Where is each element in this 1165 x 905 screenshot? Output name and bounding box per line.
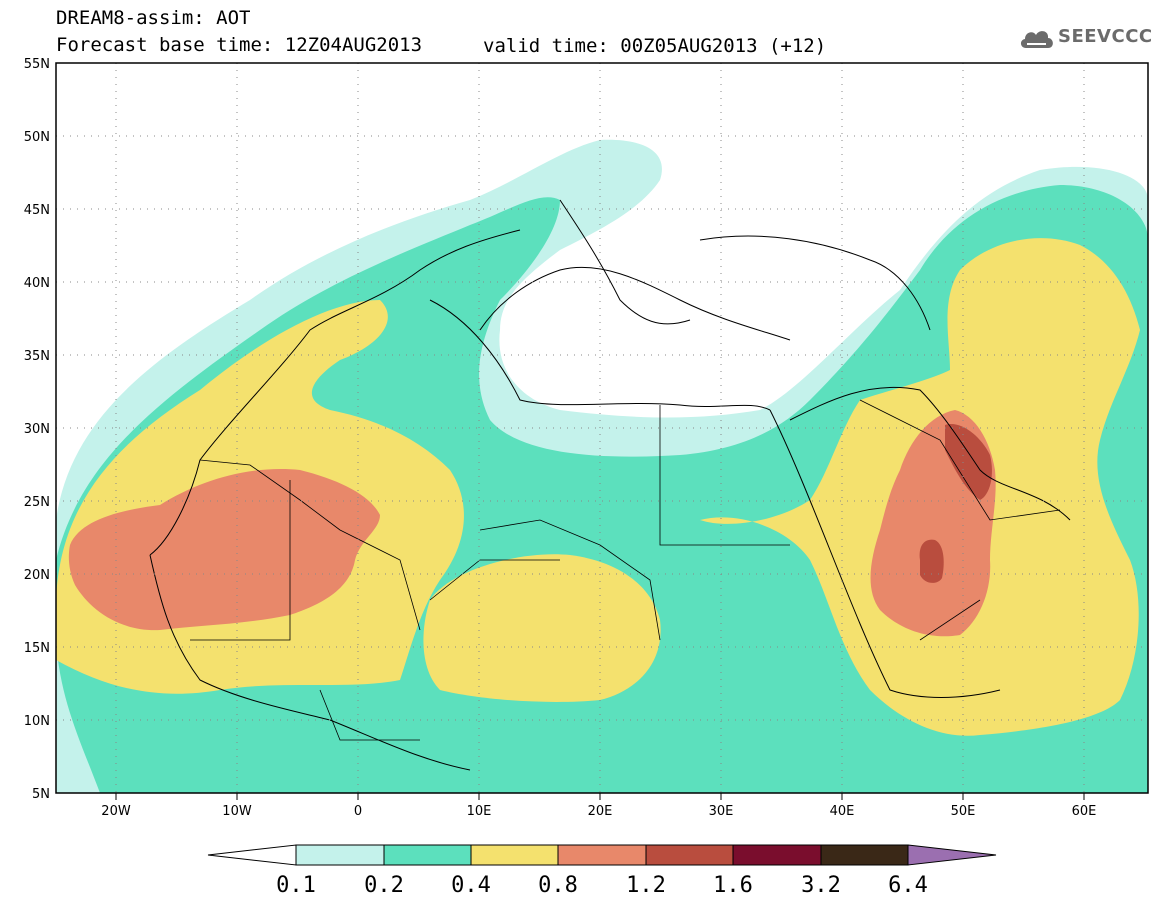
coastlines [149,199,1071,771]
lon-label: 60E [1072,804,1097,819]
lat-label: 5N [32,787,50,802]
lat-label: 55N [24,57,50,72]
lat-label: 10N [24,714,50,729]
legend-colorbar [207,844,997,866]
legend-value: 1.2 [626,873,666,898]
legend-swatch [645,844,734,866]
lat-labels: 55N 50N 45N 40N 35N 30N 25N 20N 15N 10N … [24,57,50,802]
valid-time: valid time: 00Z05AUG2013 (+12) [483,35,827,57]
legend-swatch [383,844,472,866]
aot-region-yellow-central [423,554,661,702]
map-title: DREAM8-assim: AOT [56,7,251,29]
lat-label: 50N [24,130,50,145]
logo-text: SEEVCCC [1058,26,1153,47]
lat-label: 30N [24,422,50,437]
country-borders [190,399,1061,741]
seevccc-logo: SEEVCCC [1018,24,1152,54]
lat-label: 35N [24,349,50,364]
lon-label: 40E [830,804,855,819]
lon-label: 20W [101,804,131,819]
legend-value: 0.8 [538,873,578,898]
lon-labels: 20W 10W 0 10E 20E 30E 40E 50E 60E [101,804,1096,819]
legend-labels: 0.1 0.2 0.4 0.8 1.2 1.6 3.2 6.4 [276,873,928,898]
lat-label: 15N [24,641,50,656]
aot-region-orange-west [68,469,381,631]
lat-label: 25N [24,495,50,510]
axis-ticks [115,793,1085,800]
map-frame [55,62,1149,794]
legend-value: 0.2 [364,873,404,898]
legend-value: 0.1 [276,873,316,898]
forecast-base-time: Forecast base time: 12Z04AUG2013 [56,34,423,56]
lon-label: 0 [354,804,362,819]
lat-label: 45N [24,203,50,218]
lat-label: 20N [24,568,50,583]
aot-region-darkred-gulf [945,424,992,500]
cloud-icon [1020,31,1053,48]
legend-value: 0.4 [451,873,491,898]
lon-label: 10E [467,804,492,819]
legend-swatch [557,844,647,866]
lon-label: 50E [951,804,976,819]
lon-label: 30E [709,804,734,819]
lon-label: 20E [588,804,613,819]
aot-region-darkred-core [919,539,944,583]
legend-swatch [295,844,385,866]
graticule [56,63,1148,793]
legend-arrow-high [907,844,997,866]
legend-swatch [470,844,559,866]
lat-label: 40N [24,276,50,291]
legend-value: 3.2 [801,873,841,898]
legend-value: 1.6 [713,873,753,898]
legend-swatch [820,844,909,866]
lon-label: 10W [222,804,252,819]
legend-arrow-low [207,844,297,866]
legend-value: 6.4 [888,873,928,898]
legend-swatch [732,844,822,866]
aot-field [56,63,1148,793]
